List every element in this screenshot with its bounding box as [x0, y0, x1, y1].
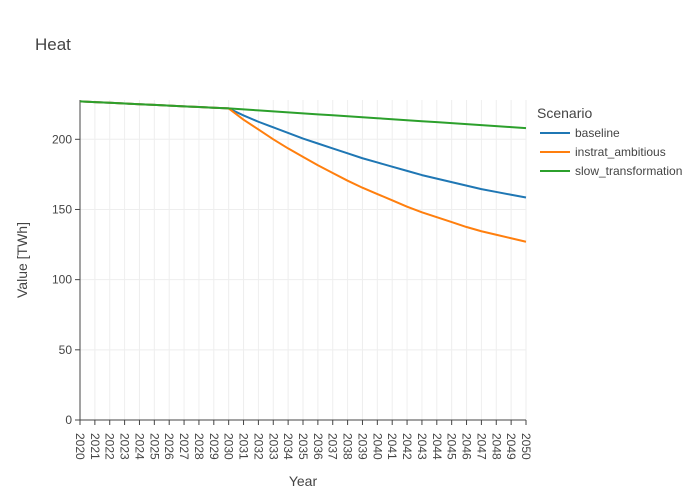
- y-tick-label: 200: [52, 132, 72, 146]
- y-tick-label: 150: [52, 202, 72, 216]
- x-tick-label: 2029: [207, 433, 221, 460]
- axes: 2020 2021 2022 2023 2024 2025 2026 2027 2028 2029…: [52, 100, 533, 460]
- x-tick-label: 2040: [370, 433, 384, 460]
- x-tick-label: 2039: [355, 433, 369, 460]
- legend: Scenario baseline instrat_ambitious slow_t…: [537, 105, 682, 178]
- x-tick-label: 2044: [430, 433, 444, 460]
- y-tick-label: 100: [52, 273, 72, 287]
- x-tick-label: 2030: [222, 433, 236, 460]
- x-tick-label: 2034: [281, 433, 295, 460]
- y-axis-label: Value [TWh]: [14, 222, 30, 298]
- x-tick-label: 2049: [504, 433, 518, 460]
- series-lines: [79, 100, 527, 243]
- x-tick-label: 2026: [162, 433, 176, 460]
- x-tick-label: 2020: [73, 433, 87, 460]
- x-tick-label: 2036: [311, 433, 325, 460]
- x-tick-label: 2046: [460, 433, 474, 460]
- x-tick-label: 2024: [132, 433, 146, 460]
- x-tick-label: 2035: [296, 433, 310, 460]
- series-line-slow-transformation: [79, 100, 527, 130]
- x-tick-label: 2043: [415, 433, 429, 460]
- x-tick-label: 2047: [474, 433, 488, 460]
- x-tick-label: 2033: [266, 433, 280, 460]
- x-tick-label: 2041: [385, 433, 399, 460]
- y-tick-label: 50: [59, 343, 73, 357]
- x-tick-label: 2023: [118, 433, 132, 460]
- x-tick-label: 2027: [177, 433, 191, 460]
- x-tick-label: 2037: [326, 433, 340, 460]
- chart-title: Heat: [35, 35, 71, 54]
- legend-label: instrat_ambitious: [575, 145, 666, 159]
- x-tick-label: 2021: [88, 433, 102, 460]
- legend-title: Scenario: [537, 105, 592, 121]
- legend-label: baseline: [575, 126, 620, 140]
- y-tick-label: 0: [65, 413, 72, 427]
- legend-label: slow_transformation: [575, 164, 682, 178]
- x-tick-label: 2048: [489, 433, 503, 460]
- x-tick-label: 2050: [519, 433, 533, 460]
- x-tick-label: 2025: [147, 433, 161, 460]
- x-axis-label: Year: [289, 473, 318, 489]
- x-tick-label: 2022: [103, 433, 117, 460]
- x-tick-label: 2032: [251, 433, 265, 460]
- x-tick-label: 2038: [341, 433, 355, 460]
- x-tick-label: 2028: [192, 433, 206, 460]
- x-tick-label: 2045: [445, 433, 459, 460]
- x-tick-label: 2042: [400, 433, 414, 460]
- x-tick-label: 2031: [237, 433, 251, 460]
- grid: [79, 100, 527, 421]
